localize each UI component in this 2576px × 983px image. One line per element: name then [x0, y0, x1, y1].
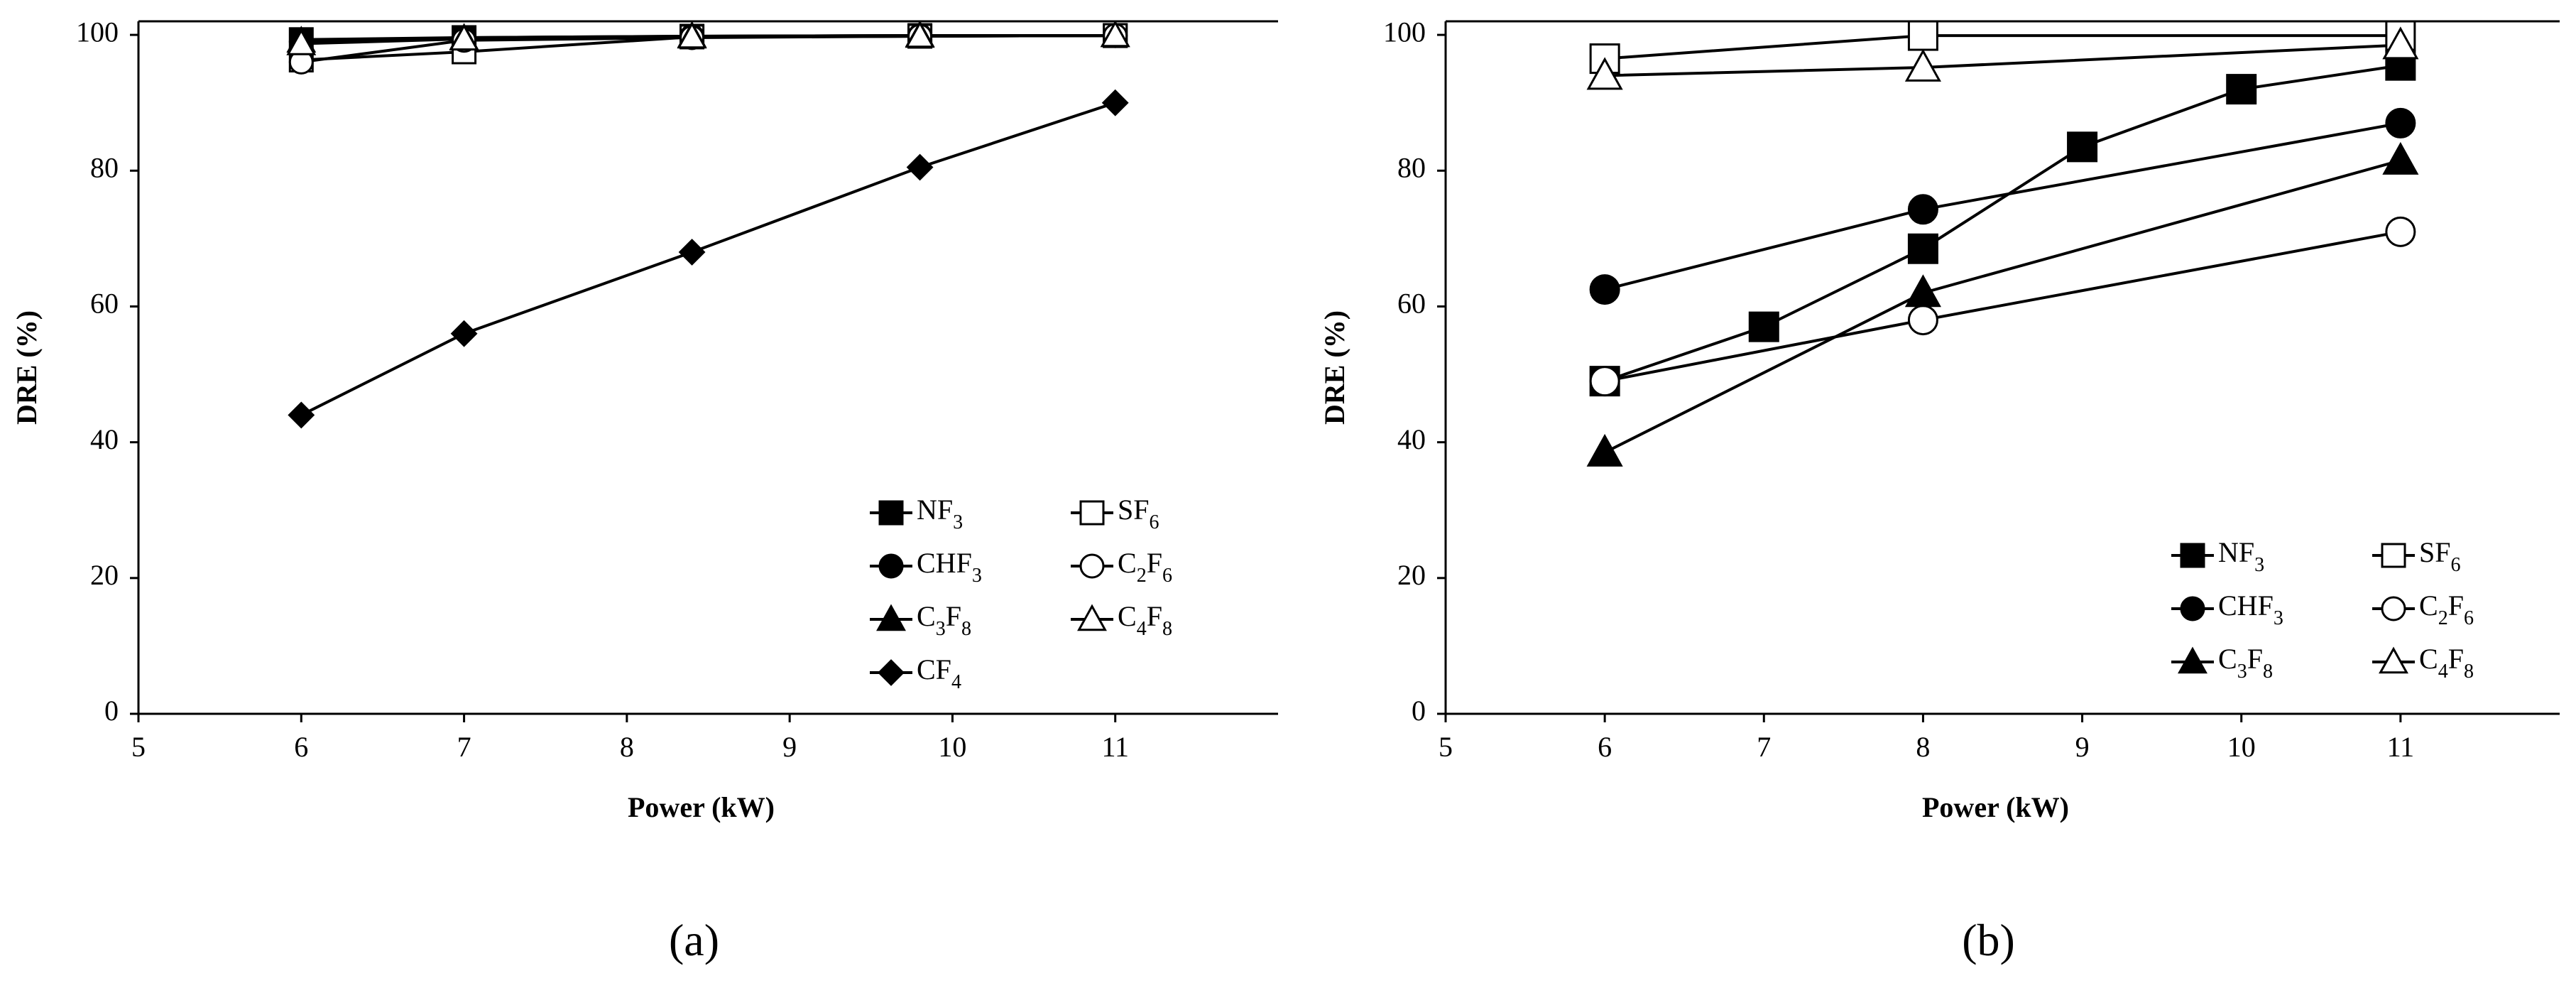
- x-axis-title: Power (kW): [1922, 791, 2069, 823]
- x-tick-label: 9: [782, 731, 797, 763]
- x-tick-label: 6: [294, 731, 308, 763]
- y-tick-label: 20: [90, 559, 119, 591]
- series-line-nf3: [1604, 64, 2401, 383]
- data-point-nf3: [1748, 311, 1779, 342]
- y-tick-label: 100: [1383, 16, 1426, 48]
- legend-label-c3f8: C3F8: [2218, 643, 2273, 683]
- y-tick-label: 60: [90, 288, 119, 320]
- legend-label-cf4: CF4: [917, 653, 961, 693]
- legend-marker-c4f8: [2379, 646, 2408, 674]
- data-point-c3f8: [1586, 433, 1623, 467]
- data-point-chf3: [1589, 274, 1620, 305]
- data-point-nf3: [2226, 74, 2257, 105]
- data-point-cf4: [450, 320, 478, 347]
- legend-marker-cf4: [878, 659, 905, 686]
- x-tick-label: 11: [1101, 731, 1129, 763]
- y-tick-label: 80: [90, 151, 119, 183]
- data-point-nf3: [2067, 131, 2098, 163]
- x-tick-label: 8: [620, 731, 634, 763]
- legend-label-sf6: SF6: [1118, 494, 1159, 533]
- y-axis-title: DRE (%): [11, 310, 43, 425]
- series-line-sf6: [1604, 34, 2401, 60]
- x-tick-label: 9: [2075, 731, 2090, 763]
- x-tick-label: 10: [938, 731, 966, 763]
- legend-marker-sf6: [1079, 500, 1105, 526]
- y-tick-label: 80: [1397, 151, 1426, 183]
- x-axis-title: Power (kW): [628, 791, 775, 823]
- data-point-c3f8: [2382, 141, 2419, 175]
- legend-label-c4f8: C4F8: [1118, 600, 1172, 640]
- legend-label-chf3: CHF3: [2218, 590, 2283, 629]
- data-point-c4f8: [1586, 57, 1623, 90]
- data-point-cf4: [678, 239, 706, 266]
- legend-marker-c4f8: [1077, 604, 1107, 631]
- legend-label-nf3: NF3: [2218, 536, 2264, 576]
- series-line-chf3: [1604, 121, 2401, 291]
- series-line-c2f6: [1604, 230, 2401, 383]
- data-point-c4f8: [1904, 48, 1941, 82]
- x-tick-label: 10: [2227, 731, 2256, 763]
- legend-marker-chf3: [2180, 596, 2205, 621]
- x-tick-label: 7: [457, 731, 471, 763]
- x-tick-label: 7: [1757, 731, 1771, 763]
- legend-label-c2f6: C2F6: [2419, 590, 2474, 629]
- data-point-c2f6: [2385, 216, 2416, 247]
- legend-label-c2f6: C2F6: [1118, 547, 1172, 587]
- data-point-nf3: [1907, 233, 1938, 264]
- data-point-c4f8: [449, 23, 479, 51]
- y-tick-label: 20: [1397, 559, 1426, 591]
- data-point-c4f8: [2382, 26, 2419, 60]
- legend-marker-nf3: [878, 500, 904, 526]
- y-axis-title: DRE (%): [1319, 310, 1350, 425]
- data-point-sf6: [1907, 20, 1938, 51]
- legend: NF3 SF6 CHF3 C2F6 C3F8 C4F8: [2171, 536, 2474, 683]
- legend-marker-c2f6: [2381, 596, 2406, 621]
- legend-marker-c3f8: [876, 604, 906, 631]
- x-tick-label: 6: [1598, 731, 1612, 763]
- chart-panel-b: 0 20 40 60 80 100 5 6 7 8 9 10 11 Power (kW) DRE (%) NF…: [1319, 16, 2560, 965]
- panel-label: (b): [1962, 915, 2015, 965]
- data-point-cf4: [906, 153, 934, 181]
- legend-label-c3f8: C3F8: [917, 600, 971, 640]
- legend-marker-chf3: [878, 553, 904, 579]
- data-point-c2f6: [1907, 305, 1938, 336]
- legend: NF3 SF6 CHF3 C2F6 C3F8 C4F8 CF4: [870, 494, 1172, 693]
- data-point-chf3: [2385, 107, 2416, 139]
- data-point-chf3: [1907, 194, 1938, 225]
- x-tick-label: 11: [2387, 731, 2415, 763]
- x-tick-label: 8: [1916, 731, 1930, 763]
- data-point-c4f8: [905, 21, 935, 48]
- y-tick-label: 60: [1397, 288, 1426, 320]
- data-point-c4f8: [1100, 20, 1130, 48]
- data-point-c3f8: [1904, 274, 1941, 308]
- data-point-cf4: [288, 401, 315, 429]
- legend-label-sf6: SF6: [2419, 536, 2461, 576]
- y-tick-label: 40: [1397, 423, 1426, 455]
- x-tick-label: 5: [131, 731, 146, 763]
- panel-label: (a): [669, 915, 719, 965]
- legend-label-chf3: CHF3: [917, 547, 982, 587]
- data-point-c4f8: [286, 28, 317, 55]
- data-point-c4f8: [677, 21, 707, 49]
- legend-label-nf3: NF3: [917, 494, 963, 533]
- x-tick-label: 5: [1439, 731, 1453, 763]
- legend-marker-sf6: [2381, 543, 2406, 568]
- chart-panel-a: 0 20 40 60 80 100 5 6 7 8 9 10 11 Power (kW) DRE (%) NF…: [11, 16, 1278, 965]
- y-tick-label: 0: [104, 695, 119, 727]
- y-tick-label: 100: [76, 16, 119, 48]
- y-tick-label: 0: [1412, 695, 1426, 727]
- legend-marker-nf3: [2180, 543, 2205, 568]
- legend-marker-c3f8: [2178, 646, 2207, 674]
- y-tick-label: 40: [90, 423, 119, 455]
- series-line-cf4: [300, 101, 1116, 417]
- data-point-cf4: [1101, 89, 1129, 116]
- data-point-c2f6: [1589, 366, 1620, 397]
- legend-label-c4f8: C4F8: [2419, 643, 2474, 683]
- legend-marker-c2f6: [1079, 553, 1105, 579]
